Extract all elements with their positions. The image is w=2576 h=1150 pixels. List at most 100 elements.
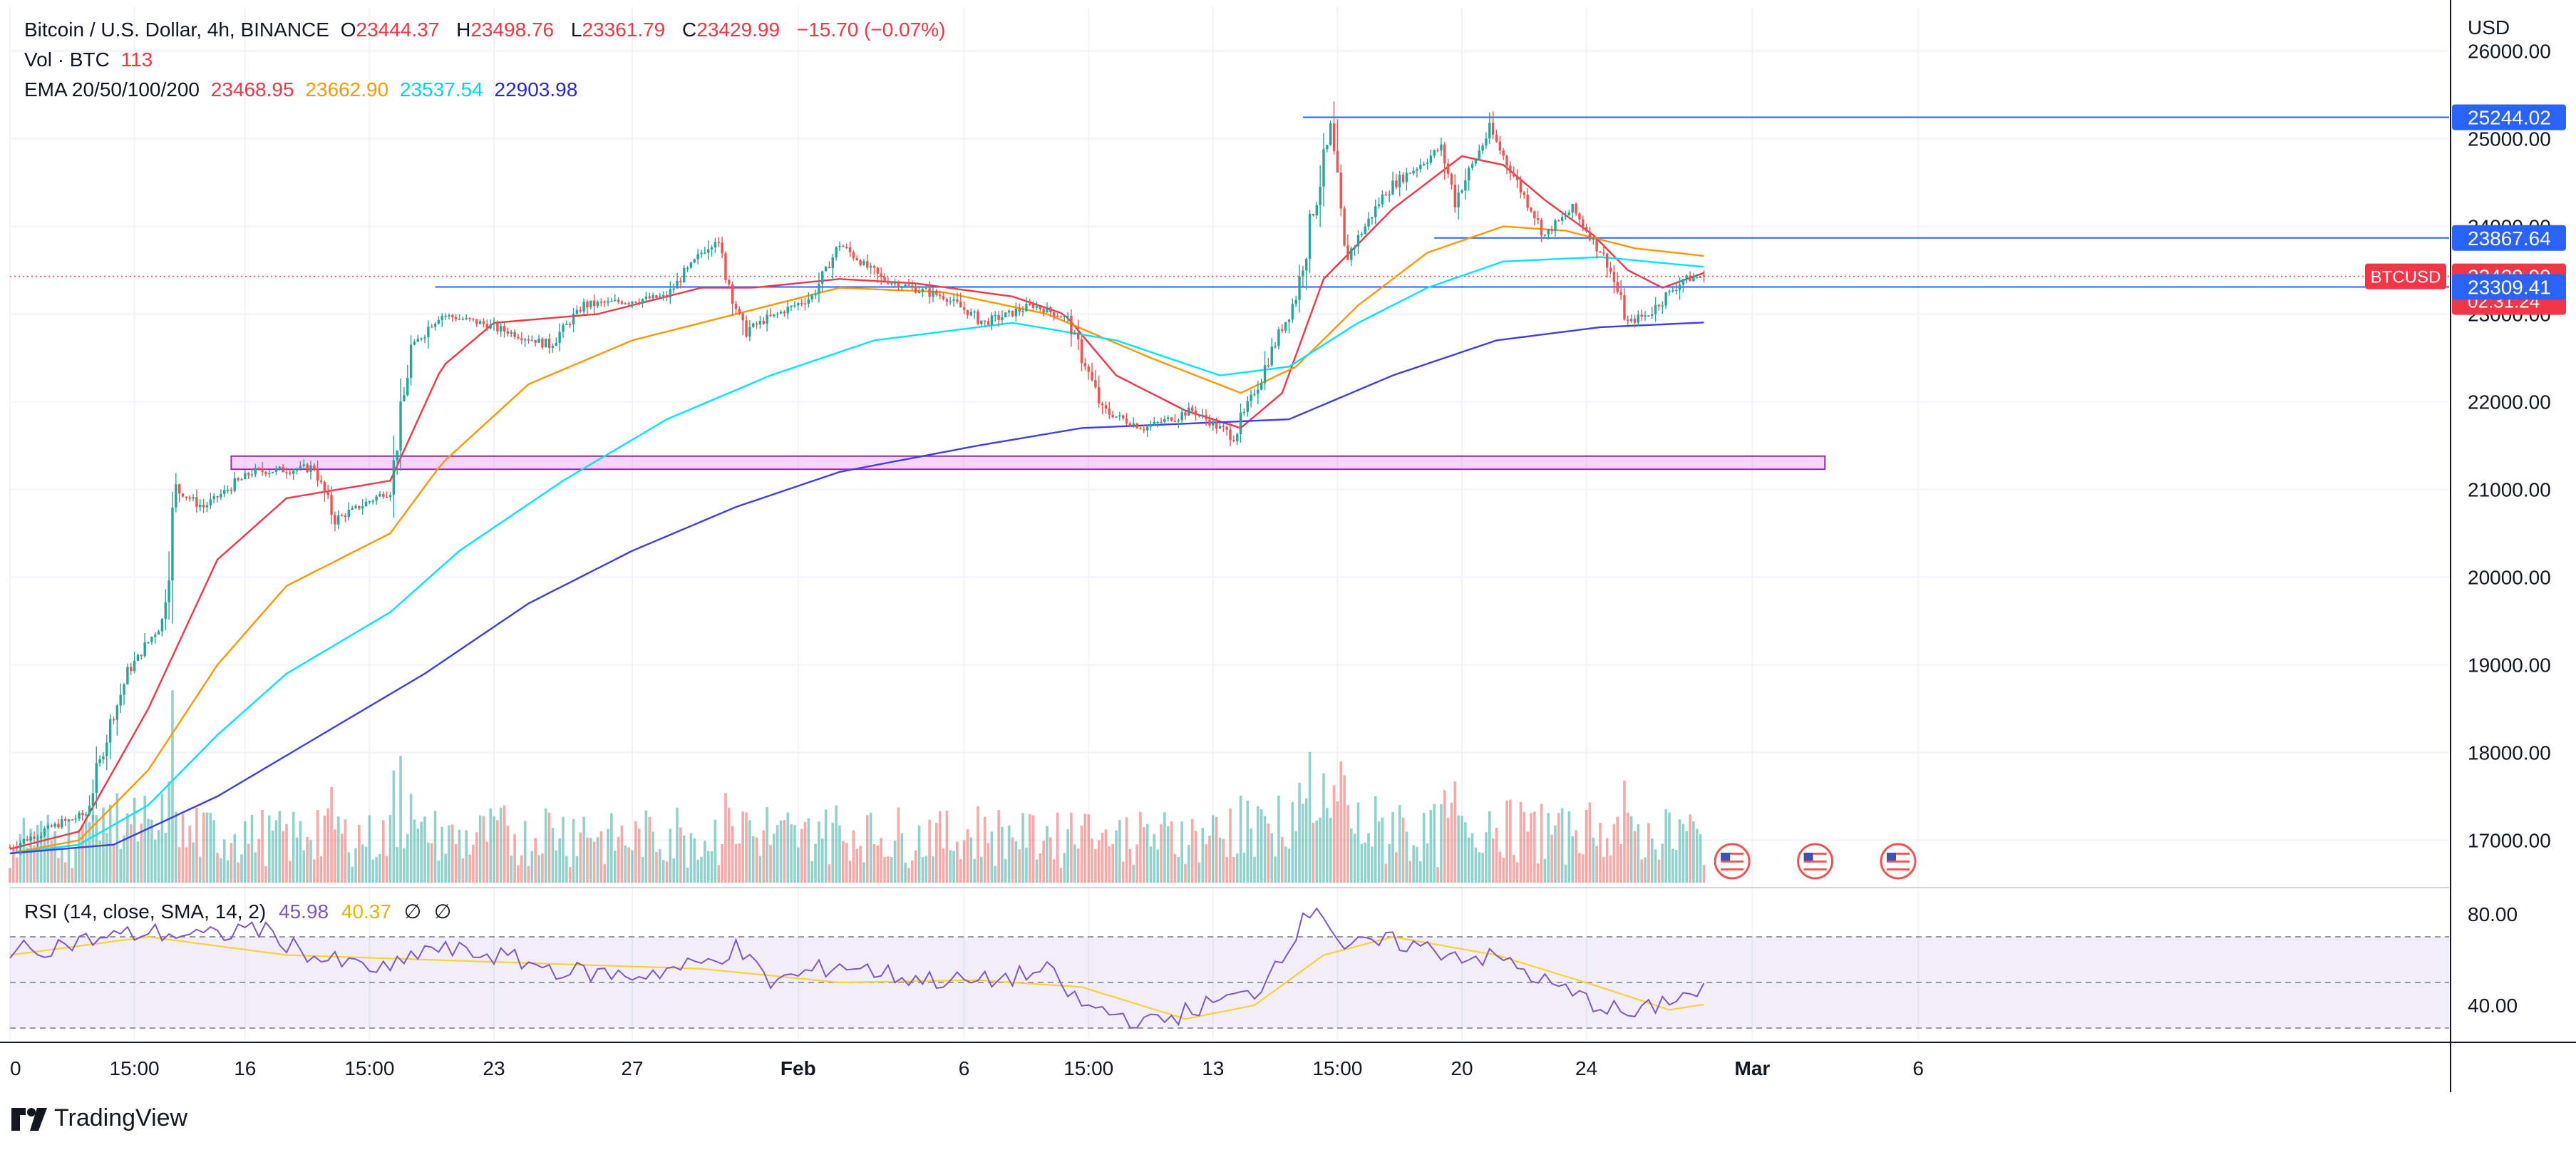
rsi-legend[interactable]: RSI (14, close, SMA, 14, 2) 45.98 40.37 … (24, 900, 458, 923)
volume-bar (1650, 838, 1654, 883)
volume-bar (36, 824, 39, 883)
volume-bar (586, 837, 589, 883)
volume-bar (797, 847, 800, 883)
volume-bar (1270, 833, 1274, 883)
candle-body (1274, 346, 1277, 347)
candle-body (534, 339, 537, 343)
volume-bar (1488, 811, 1491, 883)
empty-set-1: ∅ (403, 900, 422, 923)
candle-body (330, 495, 333, 515)
volume-bar (468, 854, 471, 883)
candle-body (1582, 219, 1585, 227)
candle-body (773, 314, 776, 317)
candle-body (924, 288, 927, 289)
candle-body (133, 660, 136, 672)
candle-body (700, 252, 703, 255)
candle-body (475, 319, 478, 324)
candle-body (1470, 163, 1474, 168)
volume-bar (1277, 796, 1280, 883)
candle-body (766, 314, 768, 324)
candle-body (181, 493, 185, 497)
volume-bar (1470, 833, 1474, 883)
volume-bar (1523, 812, 1526, 883)
candle-body (247, 473, 250, 476)
volume-bar (334, 829, 336, 883)
volume-bar (1222, 838, 1225, 883)
volume-bar (1139, 811, 1142, 883)
candle-body (710, 247, 713, 250)
volume-bar (758, 856, 762, 883)
volume-bar (1021, 813, 1024, 883)
time-tick-label: Mar (1735, 1057, 1771, 1079)
volume-bar (1647, 823, 1650, 883)
candle-body (786, 307, 789, 314)
volume-bar (1145, 823, 1149, 883)
volume-bar (361, 844, 364, 883)
candle-body (1312, 214, 1315, 216)
volume-bar (344, 819, 347, 883)
volume-bar (1595, 846, 1598, 883)
candle-body (921, 289, 924, 292)
volume-legend[interactable]: Vol · BTC 113 (24, 46, 158, 74)
us-event-icon[interactable] (1714, 843, 1751, 880)
volume-bar (523, 821, 527, 883)
candle-body (672, 288, 675, 290)
symbol-title[interactable]: Bitcoin / U.S. Dollar, 4h, BINANCE (24, 19, 329, 41)
candle-body (859, 260, 862, 265)
candle-body (1212, 421, 1215, 426)
volume-bar (1629, 816, 1633, 883)
volume-bar (686, 867, 689, 883)
volume-bar (1564, 864, 1567, 883)
volume-bar (1547, 813, 1550, 883)
volume-bar (1004, 858, 1007, 883)
volume-bar (1001, 826, 1004, 883)
volume-bar (534, 838, 537, 883)
candle-body (1696, 277, 1699, 279)
volume-bar (1498, 851, 1502, 883)
candle-body (589, 300, 592, 308)
candle-body (1118, 415, 1121, 417)
volume-bar (1232, 857, 1235, 883)
candle-body (216, 496, 219, 498)
volume-bar (15, 857, 19, 883)
volume-bar (634, 821, 637, 883)
volume-bar (510, 855, 513, 883)
candle-body (1543, 234, 1547, 236)
candle-body (1571, 204, 1574, 213)
candle-body (160, 619, 164, 632)
tradingview-footer[interactable]: TradingView (10, 1104, 187, 1132)
us-event-icon[interactable] (1797, 843, 1834, 880)
candle-body (1350, 248, 1353, 260)
candle-body (385, 496, 388, 498)
volume-bar (1443, 789, 1446, 883)
candle-body (1595, 238, 1598, 252)
candle-body (1557, 220, 1560, 222)
ema100-value: 23537.54 (399, 78, 483, 101)
us-event-icon[interactable] (1880, 843, 1917, 880)
candle-body (19, 843, 22, 848)
candle-body (1073, 332, 1076, 335)
volume-bar (1692, 821, 1695, 883)
ema-legend[interactable]: EMA 20/50/100/200 23468.95 23662.90 2353… (24, 76, 583, 104)
candle-body (1671, 290, 1674, 292)
change-value: −15.70 (−0.07%) (796, 19, 946, 41)
volume-bar (1225, 856, 1228, 883)
candle-body (1356, 235, 1360, 247)
candle-body (61, 818, 63, 828)
time-tick-label: 15:00 (344, 1057, 394, 1079)
volume-bar (1367, 833, 1370, 883)
volume-bar (900, 833, 904, 883)
candle-body (848, 247, 852, 252)
volume-bar (188, 826, 191, 883)
candle-body (130, 667, 133, 672)
volume-bar (845, 843, 848, 883)
candle-body (1612, 272, 1616, 282)
volume-bar (489, 808, 492, 883)
candle-body (1346, 245, 1349, 260)
candle-body (558, 332, 561, 344)
candle-body (721, 242, 723, 254)
volume-bar (112, 844, 115, 883)
volume-bar (814, 843, 817, 883)
volume-bar (1332, 785, 1336, 883)
